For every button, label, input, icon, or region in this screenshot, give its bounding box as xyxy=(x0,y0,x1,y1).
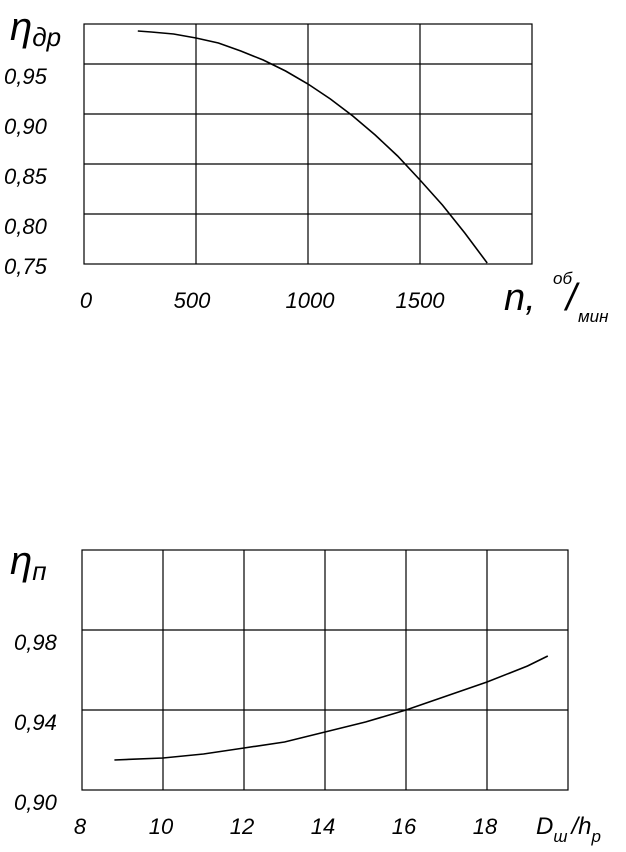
chart2-ylabel-subscript: п xyxy=(32,556,46,586)
chart-efficiency-vs-speed: 0 500 1000 1500 0,75 0,80 0,85 0,90 0,95 ηдр n,… xyxy=(4,5,609,326)
chart2-x-tick-label: 8 xyxy=(74,814,87,839)
chart1-y-tick-label: 0,90 xyxy=(4,114,48,139)
chart1-grid xyxy=(83,23,533,265)
chart2-x-tick-label: 14 xyxy=(311,814,335,839)
chart1-x-tick-labels: 0 500 1000 1500 xyxy=(80,288,445,313)
chart1-x-tick-label: 1000 xyxy=(286,288,336,313)
chart2-series xyxy=(114,655,549,761)
chart2-ylabel-symbol: η xyxy=(10,539,32,583)
chart2-x-tick-labels: 8 10 12 14 16 18 xyxy=(74,814,498,839)
chart1-series xyxy=(137,30,488,264)
chart2-y-tick-labels: 0,90 0,94 0,98 xyxy=(14,630,58,815)
chart2-y-tick-label: 0,94 xyxy=(14,710,57,735)
chart-efficiency-vs-ratio: 8 10 12 14 16 18 0,90 0,94 0,98 ηп Dш/hр xyxy=(10,539,601,846)
chart1-series-line xyxy=(137,30,488,264)
chart1-x-tick-label: 1500 xyxy=(396,288,446,313)
chart1-x-axis-unit-den: мин xyxy=(578,307,609,326)
chart2-series-line xyxy=(114,655,549,761)
chart1-y-tick-label: 0,80 xyxy=(4,214,48,239)
chart2-x-tick-label: 10 xyxy=(149,814,174,839)
chart1-y-tick-labels: 0,75 0,80 0,85 0,90 0,95 xyxy=(4,64,48,279)
chart1-y-tick-label: 0,95 xyxy=(4,64,48,89)
chart2-y-axis-label: ηп xyxy=(10,539,47,586)
chart2-y-tick-label: 0,90 xyxy=(14,790,58,815)
chart1-x-axis-unit-num: об xyxy=(553,269,573,288)
chart1-x-tick-label: 500 xyxy=(174,288,211,313)
chart2-x-tick-label: 16 xyxy=(392,814,417,839)
chart1-ylabel-symbol: η xyxy=(10,5,32,49)
chart1-ylabel-subscript: др xyxy=(32,22,61,52)
chart2-xlabel-slash: /h xyxy=(569,813,591,840)
chart2-x-tick-label: 12 xyxy=(230,814,254,839)
chart2-xlabel-symbol: D xyxy=(536,813,553,840)
chart1-x-tick-label: 0 xyxy=(80,288,93,313)
chart1-x-axis-unit-slash: / xyxy=(563,277,580,319)
chart2-y-tick-label: 0,98 xyxy=(14,630,58,655)
chart1-y-tick-label: 0,85 xyxy=(4,164,48,189)
chart2-x-axis-label: Dш/hр xyxy=(536,813,601,846)
chart2-x-tick-label: 18 xyxy=(473,814,498,839)
chart2-grid xyxy=(81,549,569,791)
chart1-y-axis-label: ηдр xyxy=(10,5,61,52)
chart1-xlabel-symbol: n, xyxy=(504,277,536,319)
chart1-y-tick-label: 0,75 xyxy=(4,254,48,279)
chart2-xlabel-sub1: ш xyxy=(553,827,567,846)
chart1-x-axis-label: n, xyxy=(504,277,536,319)
chart2-xlabel-sub2: р xyxy=(590,827,600,846)
